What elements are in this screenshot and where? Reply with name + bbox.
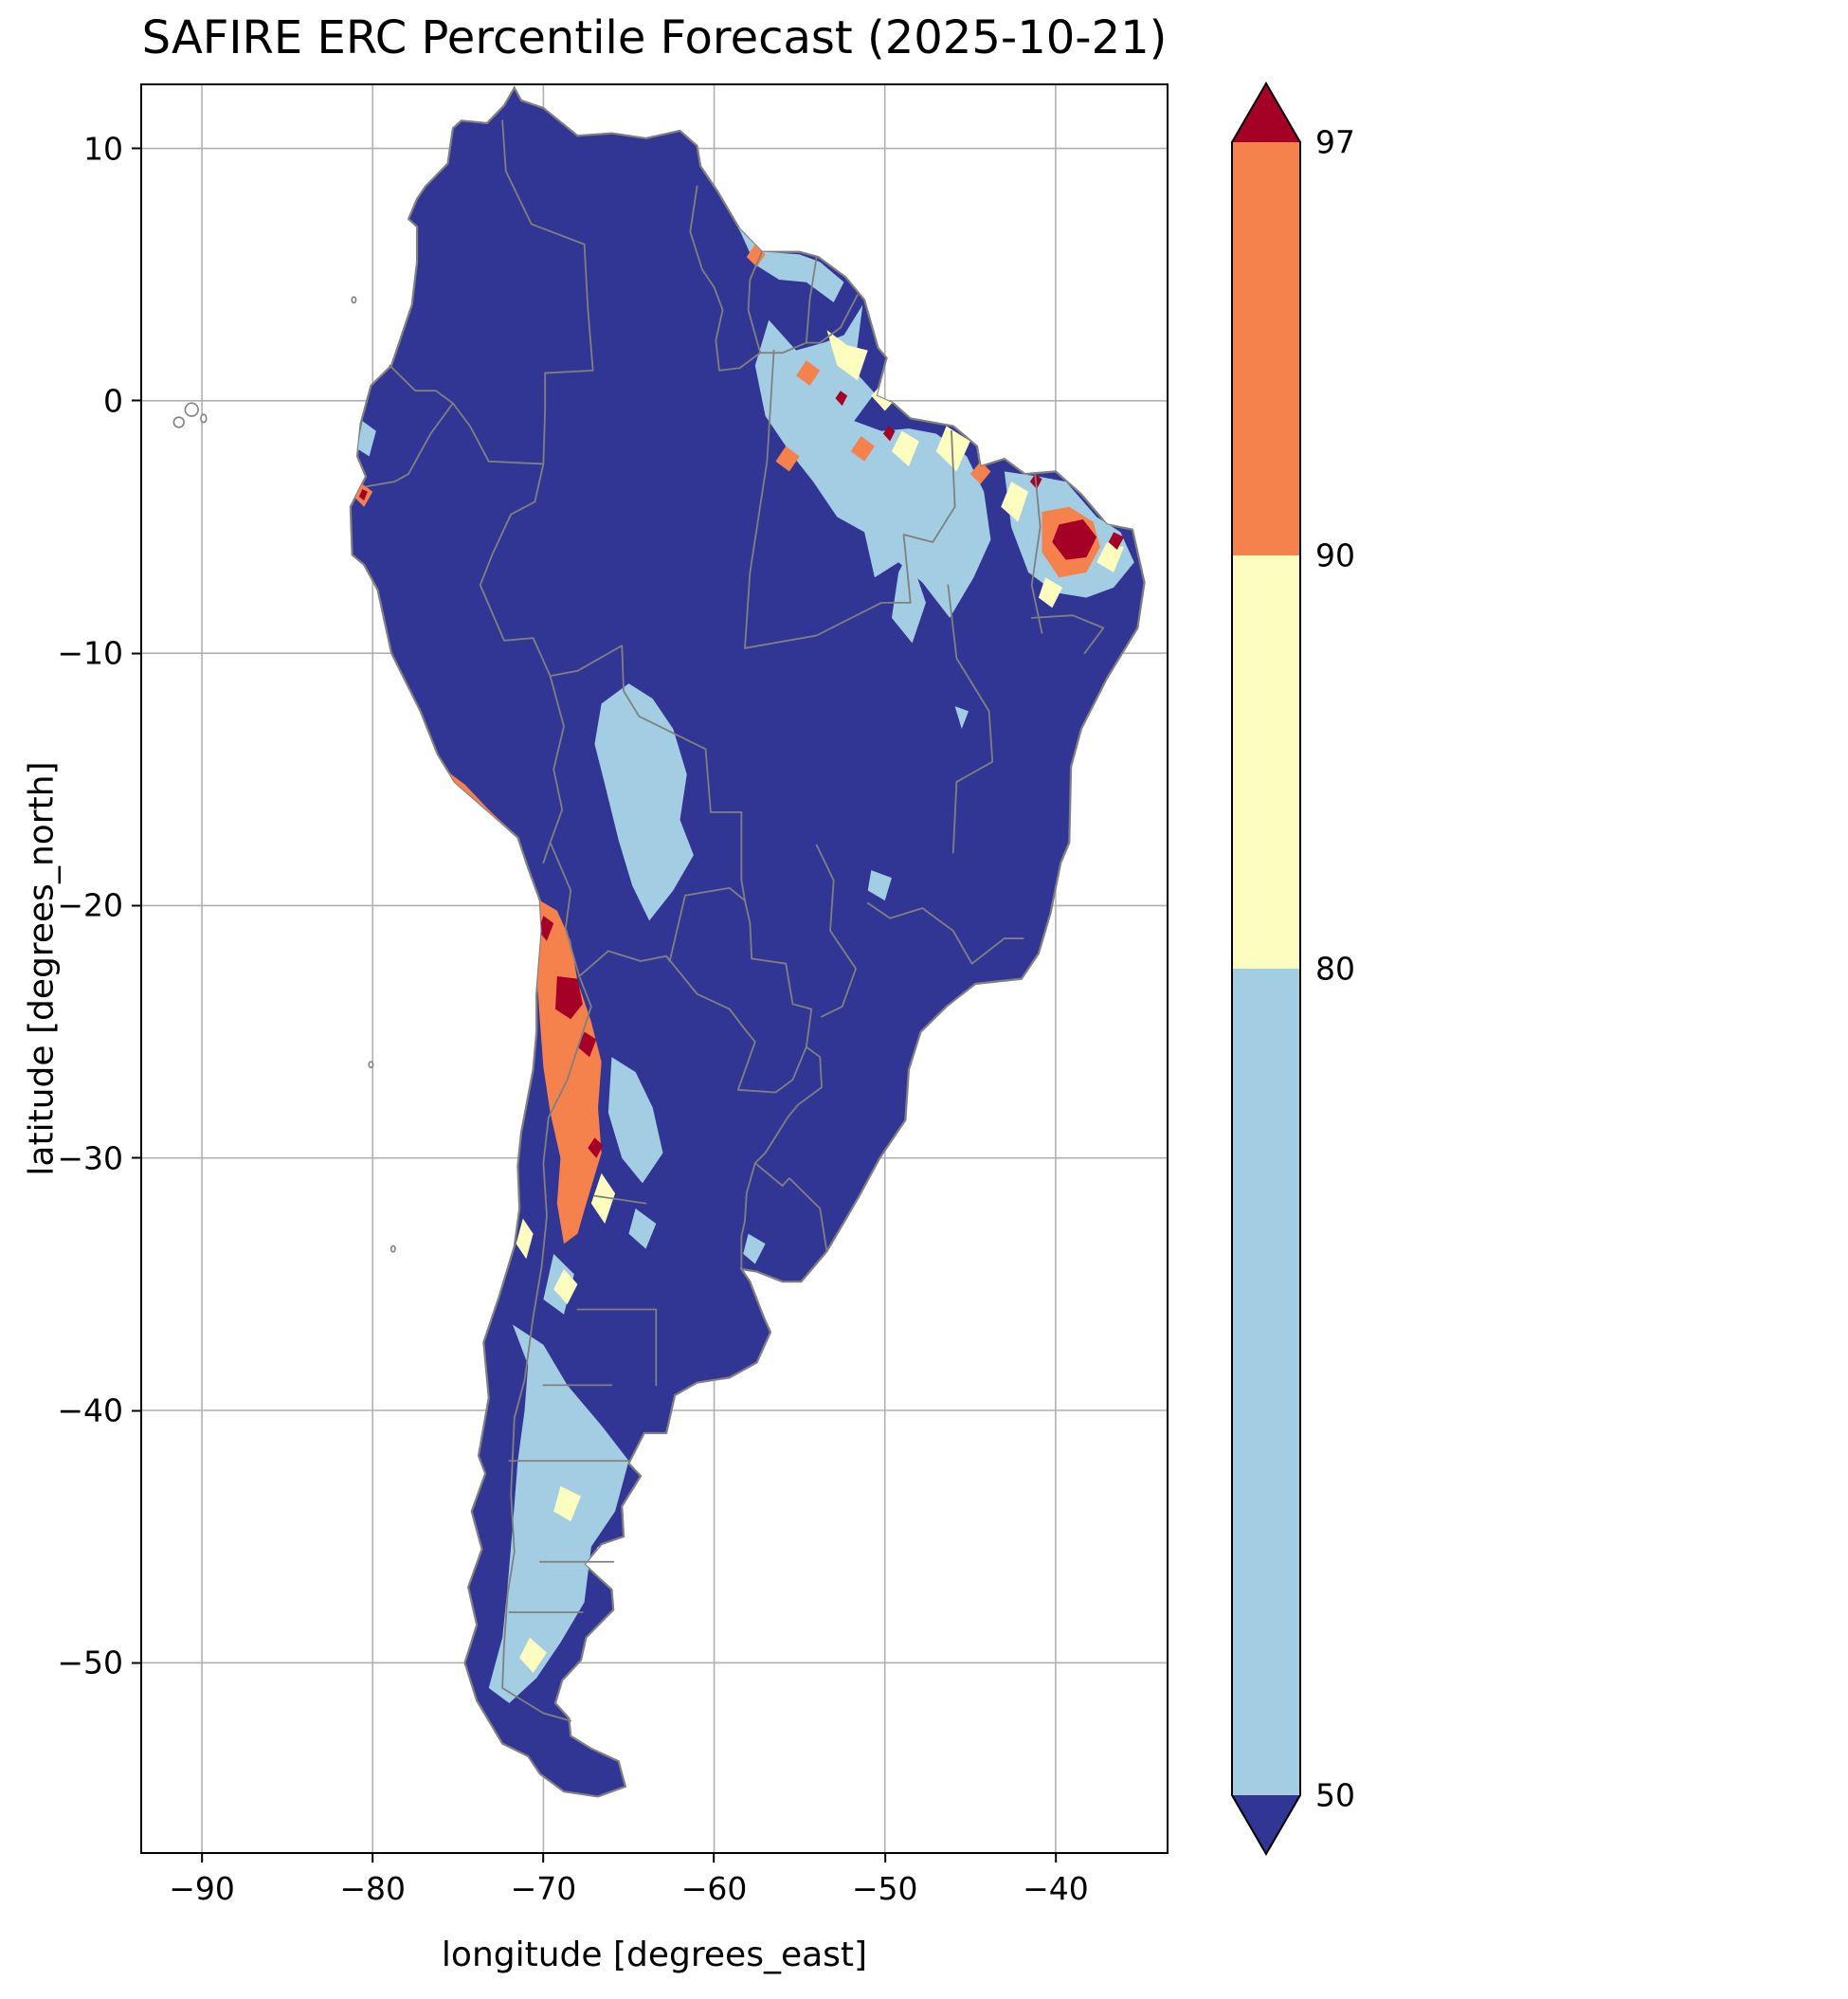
colorbar-svg — [1232, 83, 1300, 1854]
plot-area: −90 −80 −70 −60 −50 −40 10 0 −10 −20 −30… — [57, 83, 1169, 1907]
x-tick: −50 — [852, 1852, 918, 1907]
y-tick-label: −40 — [57, 1391, 123, 1429]
percentile-gt-97-patches — [358, 391, 1124, 1158]
x-tick: −80 — [339, 1852, 406, 1907]
x-tick-label: −60 — [680, 1870, 748, 1907]
y-tick-label: −50 — [57, 1644, 123, 1681]
colorbar-segment-80-90 — [1232, 555, 1300, 969]
colorbar-tick-label: 90 — [1315, 536, 1355, 574]
tick-mark — [201, 1852, 204, 1863]
y-tick: −20 — [57, 887, 142, 924]
juan-fernandez-island — [391, 1245, 395, 1251]
colorbar-extend-low — [1232, 1795, 1300, 1854]
y-axis-label: latitude [degrees_north] — [22, 761, 62, 1176]
y-tick-label: −10 — [57, 634, 123, 672]
colorbar-segment-90-97 — [1232, 142, 1300, 555]
y-tick-label: 0 — [103, 382, 123, 420]
y-tick: 0 — [103, 382, 142, 419]
y-tick-label: 10 — [83, 130, 123, 168]
y-tick: −30 — [57, 1139, 142, 1176]
y-tick: −50 — [57, 1645, 142, 1681]
colorbar-extend-high — [1232, 83, 1300, 142]
south-america-coastline — [351, 88, 1145, 1797]
colorbar-segment-50-80 — [1232, 969, 1300, 1795]
x-tick-label: −40 — [1023, 1870, 1089, 1907]
tick-mark — [132, 1156, 142, 1159]
tick-mark — [371, 1852, 374, 1863]
tick-mark — [132, 1409, 142, 1411]
tick-mark — [883, 1852, 886, 1863]
x-tick-label: −90 — [169, 1870, 235, 1907]
x-tick-label: −70 — [510, 1870, 577, 1907]
state-borders — [509, 351, 1103, 1612]
galapagos-island — [201, 414, 207, 423]
tick-mark — [713, 1852, 716, 1863]
colorbar: 97 90 80 50 — [1232, 83, 1355, 1854]
y-tick: −40 — [57, 1392, 142, 1429]
colorbar-outline — [1232, 83, 1300, 1854]
x-tick: −90 — [169, 1852, 235, 1907]
x-tick-label: −80 — [339, 1870, 407, 1907]
tick-mark — [1054, 1852, 1057, 1863]
galapagos-island — [173, 417, 184, 427]
x-tick: −40 — [1023, 1852, 1089, 1907]
admin-boundaries — [366, 120, 1103, 1720]
tick-mark — [132, 904, 142, 907]
malpelo-island — [352, 297, 355, 302]
x-axis-label: longitude [degrees_east] — [441, 1935, 868, 1974]
islands — [173, 297, 395, 1252]
y-tick: 10 — [83, 130, 142, 167]
country-borders — [366, 120, 858, 1720]
tick-mark — [132, 1662, 142, 1664]
san-felix-island — [369, 1062, 372, 1067]
x-tick: −70 — [510, 1852, 577, 1907]
tick-mark — [132, 652, 142, 655]
page-title: SAFIRE ERC Percentile Forecast (2025-10-… — [141, 11, 1168, 64]
x-tick-label: −50 — [851, 1870, 918, 1907]
y-tick-label: −30 — [57, 1139, 123, 1177]
y-tick: −10 — [57, 635, 142, 672]
colorbar-tick-label: 97 — [1315, 123, 1355, 161]
tick-mark — [132, 147, 142, 150]
colorbar-tick-label: 50 — [1315, 1776, 1355, 1814]
colorbar-tick-label: 80 — [1315, 950, 1355, 988]
y-tick-label: −20 — [57, 886, 123, 924]
map-svg — [142, 85, 1167, 1852]
tick-mark — [132, 399, 142, 402]
galapagos-island — [185, 403, 198, 416]
x-tick: −60 — [680, 1852, 748, 1907]
tick-mark — [542, 1852, 545, 1863]
